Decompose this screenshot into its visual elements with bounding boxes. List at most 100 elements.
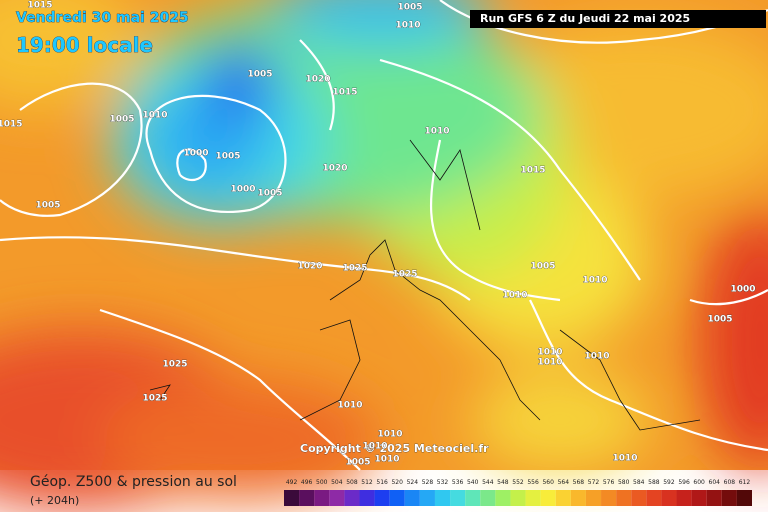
scale-swatch <box>434 490 451 506</box>
isobar-label: 1015 <box>520 166 545 176</box>
isobar-label: 1010 <box>337 401 362 411</box>
scale-swatch <box>691 490 707 506</box>
isobar-label: 1005 <box>35 201 60 211</box>
scale-label: 592 <box>663 479 675 486</box>
isobar-label: 1020 <box>297 262 322 272</box>
run-info: Run GFS 6 Z du Jeudi 22 mai 2025 <box>480 12 690 25</box>
scale-label: 568 <box>573 479 585 486</box>
isobar-label: 1020 <box>322 164 347 174</box>
footer-title: Géop. Z500 & pression au sol <box>30 474 237 490</box>
isobar-label: 1005 <box>257 189 282 199</box>
isobar-label: 1005 <box>247 70 272 80</box>
scale-swatch <box>419 490 435 506</box>
scale-swatch <box>721 490 737 506</box>
scale-swatch <box>706 490 722 506</box>
isobar-label: 1015 <box>27 1 52 11</box>
scale-swatch <box>495 490 511 506</box>
scale-label: 500 <box>316 479 328 486</box>
scale-label: 576 <box>603 479 615 486</box>
scale-swatch <box>525 490 541 506</box>
scale-swatch <box>601 490 617 506</box>
isobar-label: 1005 <box>345 458 370 468</box>
isobar-label: 1010 <box>502 291 527 301</box>
isobar-label: 1010 <box>374 455 399 465</box>
scale-swatch <box>480 490 496 506</box>
isobar-label: 1015 <box>332 88 357 98</box>
scale-swatch <box>736 490 752 506</box>
isobar-label: 1025 <box>342 264 367 274</box>
scale-swatch <box>585 490 602 506</box>
isobar-label: 1005 <box>397 3 422 13</box>
scale-swatch <box>404 490 420 506</box>
isobar-label: 1000 <box>183 149 208 159</box>
scale-swatch <box>314 490 330 506</box>
isobar-label: 1010 <box>537 358 562 368</box>
isobar-label: 1010 <box>582 276 607 286</box>
scale-label: 532 <box>437 479 449 486</box>
scale-swatch <box>510 490 526 506</box>
scale-label: 548 <box>497 479 509 486</box>
scale-swatch <box>344 490 360 506</box>
scale-swatch <box>359 490 375 506</box>
scale-swatch <box>646 490 662 506</box>
isobar-label: 1010 <box>537 348 562 358</box>
scale-label: 596 <box>678 479 690 486</box>
scale-label: 524 <box>407 479 419 486</box>
isobar-label: 1010 <box>377 430 402 440</box>
scale-label: 508 <box>346 479 358 486</box>
isobar-label: 1025 <box>142 394 167 404</box>
scale-swatch <box>299 490 315 506</box>
isobar-label: 1020 <box>305 75 330 85</box>
scale-label: 496 <box>301 479 313 486</box>
scale-label: 492 <box>286 479 298 486</box>
scale-label: 608 <box>724 479 736 486</box>
isobar-label: 1005 <box>530 262 555 272</box>
isobar-label: 1025 <box>392 270 417 280</box>
scale-swatch <box>570 490 586 506</box>
scale-label: 512 <box>361 479 373 486</box>
isobar-label: 1010 <box>362 442 387 452</box>
scale-label: 544 <box>482 479 494 486</box>
forecast-time: 19:00 locale <box>16 33 153 57</box>
copyright: Copyright © 2025 Meteociel.fr <box>300 442 489 455</box>
scale-swatch <box>631 490 647 506</box>
isobar-label: 1005 <box>215 152 240 162</box>
scale-label: 612 <box>739 479 751 486</box>
scale-label: 588 <box>648 479 660 486</box>
scale-swatch <box>389 490 405 506</box>
isobar-label: 1015 <box>0 120 23 130</box>
isobar-label: 1010 <box>142 111 167 121</box>
scale-label: 572 <box>588 479 600 486</box>
isobar-label: 1005 <box>707 315 732 325</box>
scale-label: 540 <box>467 479 479 486</box>
isobar-label: 1010 <box>612 454 637 464</box>
scale-label: 604 <box>709 479 721 486</box>
isobar-label: 1000 <box>230 185 255 195</box>
scale-label: 584 <box>633 479 645 486</box>
scale-swatch <box>329 490 345 506</box>
isobar-label: 1000 <box>730 285 755 295</box>
scale-label: 536 <box>452 479 464 486</box>
isobar-label: 1010 <box>584 352 609 362</box>
scale-swatch <box>374 490 390 506</box>
lead-time: (+ 204h) <box>30 494 79 507</box>
scale-swatch <box>465 490 481 506</box>
scale-swatch <box>284 490 300 506</box>
scale-swatch <box>555 490 571 506</box>
scale-label: 564 <box>558 479 570 486</box>
scale-label: 556 <box>527 479 539 486</box>
scale-label: 560 <box>542 479 554 486</box>
scale-label: 528 <box>422 479 434 486</box>
scale-label: 504 <box>331 479 343 486</box>
scale-label: 580 <box>618 479 630 486</box>
isobar-label: 1005 <box>109 115 134 125</box>
scale-swatch <box>616 490 632 506</box>
scale-swatch <box>540 490 556 506</box>
scale-swatch <box>450 490 466 506</box>
isobar-label: 1025 <box>162 360 187 370</box>
forecast-date: Vendredi 30 mai 2025 <box>16 10 189 26</box>
isobar-label: 1010 <box>424 127 449 137</box>
scale-swatch <box>676 490 692 506</box>
